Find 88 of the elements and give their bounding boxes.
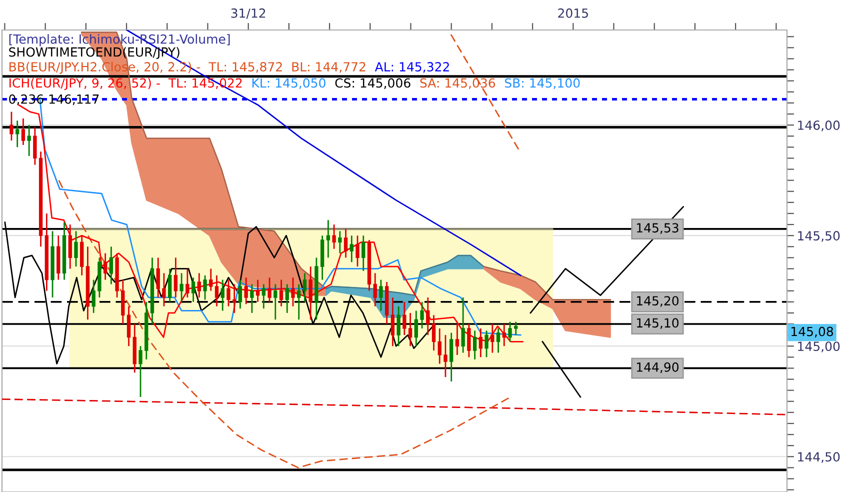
candlestick [214, 274, 219, 308]
candlestick [186, 268, 190, 298]
candlestick [450, 332, 454, 382]
line-series [2, 398, 787, 416]
candlestick [484, 330, 488, 358]
candlestick [414, 310, 418, 347]
candlestick [180, 272, 184, 303]
ref-line-label: 145,10 [636, 318, 679, 329]
line-series [58, 180, 512, 468]
candlestick [10, 111, 14, 142]
x-tick-label: 31/12 [231, 8, 266, 19]
candlestick [467, 323, 471, 358]
candlestick [508, 321, 512, 342]
candlestick [308, 266, 312, 320]
candlestick [362, 234, 366, 272]
candlestick [455, 323, 460, 356]
candlestick [478, 328, 483, 358]
candlestick [420, 301, 424, 330]
candlestick [396, 306, 400, 347]
candlestick [291, 276, 295, 308]
annotation: SB: 145,100 [504, 78, 580, 89]
annotation: KL: 145,050 [252, 78, 326, 89]
candlestick [21, 118, 26, 146]
candlestick [426, 296, 430, 336]
annotation: CS: 145,006 [335, 78, 410, 89]
candlestick [326, 219, 330, 258]
ref-line-label: 145,53 [636, 223, 678, 234]
candlestick [16, 120, 20, 148]
candlestick [138, 345, 142, 398]
candlestick [444, 334, 448, 378]
candlestick [344, 228, 348, 258]
y-tick-label: 145,00 [798, 342, 840, 352]
candlestick [438, 328, 442, 364]
annotation: AL: 145,322 [374, 62, 449, 73]
ref-line-label: 145,20 [636, 296, 679, 307]
candlestick [490, 323, 494, 354]
candlestick [472, 330, 477, 360]
candlestick [197, 272, 201, 298]
candlestick [126, 306, 131, 347]
ref-line-label: 144,90 [636, 362, 679, 374]
annotation: SA: 145,036 [420, 78, 496, 89]
candlestick [250, 284, 254, 314]
candlestick [461, 296, 465, 354]
candlestick [373, 272, 377, 308]
candlestick [256, 279, 260, 303]
candlestick [338, 230, 342, 254]
candlestick [408, 312, 412, 347]
text: 145,08 [792, 326, 834, 338]
candlestick [203, 274, 207, 300]
candlestick [332, 224, 336, 250]
candlestick [262, 284, 266, 310]
candlestick [226, 279, 230, 308]
candlestick [302, 272, 307, 303]
candlestick [209, 268, 213, 292]
candlestick [162, 272, 166, 308]
candlestick [390, 296, 395, 347]
candlestick [502, 323, 506, 347]
candlestick [432, 314, 436, 352]
candlestick [514, 321, 518, 336]
y-tick-label: 145,50 [798, 231, 840, 242]
candlestick [27, 124, 31, 157]
candlestick [379, 279, 383, 312]
candlestick [238, 279, 242, 310]
candlestick [279, 279, 284, 308]
candlestick [244, 276, 248, 305]
candlestick [168, 268, 172, 303]
y-tick-label: 144,50 [798, 452, 840, 463]
candlestick [350, 234, 354, 263]
candlestick [268, 276, 272, 303]
candlestick [74, 230, 78, 268]
candlestick [103, 252, 108, 280]
candlestick [496, 328, 500, 354]
candlestick [285, 284, 289, 314]
candlestick [92, 279, 96, 314]
y-tick-label: 146,00 [798, 120, 840, 132]
candlestick [156, 256, 160, 298]
candlestick [220, 279, 224, 312]
candlestick [191, 276, 196, 303]
candlestick [68, 224, 72, 270]
line-series [482, 266, 611, 300]
candlestick [33, 126, 37, 166]
x-tick-label: 2015 [558, 8, 588, 18]
candlestick [274, 284, 278, 320]
candlestick [402, 301, 406, 336]
candlestick [297, 284, 301, 320]
candlestick [174, 256, 178, 298]
candlestick [109, 246, 114, 285]
candlestick [356, 234, 360, 268]
